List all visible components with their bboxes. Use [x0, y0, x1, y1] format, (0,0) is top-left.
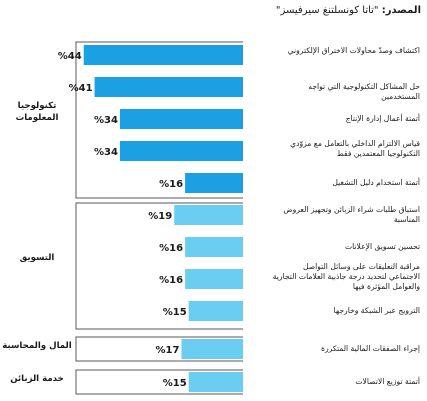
source-line: المصدر: "تاتا كونسلتنغ سيرفيسز" [121, 4, 421, 18]
category-label: أتمتة توزيع الاتصالات [355, 377, 420, 386]
category-label: قياس الالتزام الداخلي بالتعامل مع مزوّدي… [290, 139, 420, 158]
value-label: %34 [94, 115, 118, 126]
category-label: استباق طلبات شراء الزبائن وتجهيز العروض … [283, 205, 420, 224]
source-label: المصدر: [381, 5, 421, 16]
group-frame [75, 336, 243, 362]
category-label: اكتشاف وصدّ محاولات الاختراق الإلكتروني [287, 46, 420, 55]
bar [174, 205, 243, 225]
value-label: %15 [163, 307, 187, 318]
category-label: أتمتة استخدام دليل التشغيل [332, 178, 420, 187]
group-frame [75, 41, 243, 199]
bar [188, 301, 243, 321]
bar [188, 372, 243, 392]
value-label: %16 [159, 275, 183, 286]
group-frame [75, 202, 243, 330]
value-label: %34 [94, 147, 118, 158]
group-frame [75, 369, 243, 395]
value-label: %41 [69, 83, 93, 94]
bar [94, 77, 243, 97]
value-label: %16 [159, 179, 183, 190]
category-label: مراقبة التعليقات على وسائل التواصل الاجت… [272, 262, 420, 291]
bar [119, 141, 243, 161]
group-label: المال والمحاسبة [2, 341, 72, 351]
value-label: %17 [156, 345, 180, 356]
source-text: "تاتا كونسلتنغ سيرفيسز" [275, 5, 379, 16]
bar [181, 339, 243, 359]
group-label: خدمة الزبائن [10, 374, 64, 384]
value-label: %44 [58, 51, 82, 62]
bar [185, 173, 243, 193]
group-label: تكنولوجيا المعلومات [15, 101, 59, 123]
category-label: حل المشاكل التكنولوجية التي تواجه المستخ… [308, 82, 420, 101]
bar [185, 269, 243, 289]
category-label: الترويج عبر الشبكة وخارجها [333, 306, 420, 315]
group-label: التسويق [19, 253, 55, 263]
value-label: %19 [148, 211, 172, 222]
bar [185, 237, 243, 257]
value-label: %16 [159, 243, 183, 254]
category-label: أتمتة أعمال إدارة الإنتاج [345, 114, 420, 123]
category-label: إجراء الصفقات المالية المتكررة [320, 344, 420, 353]
value-label: %15 [163, 378, 187, 389]
bar [119, 109, 243, 129]
bar [83, 45, 243, 65]
category-label: تحسين تسويق الإعلانات [344, 242, 420, 251]
